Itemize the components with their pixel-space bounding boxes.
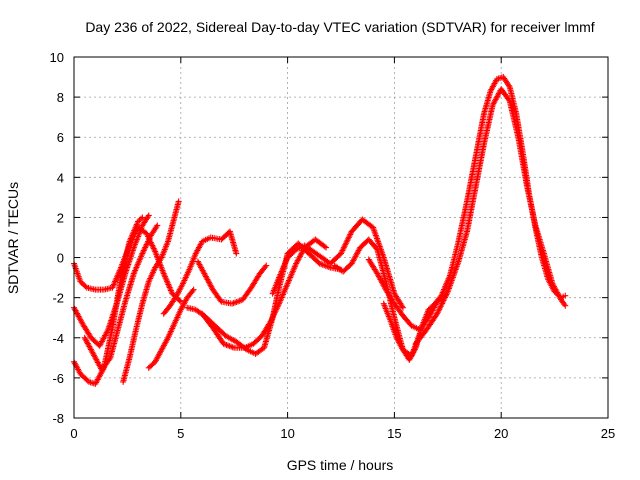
series-sat-k <box>269 216 406 311</box>
data-marker <box>505 82 512 89</box>
x-tick-label: 10 <box>280 426 294 441</box>
y-tick-label: 2 <box>57 210 64 225</box>
y-axis-label: SDTVAR / TECUs <box>5 182 21 294</box>
data-point <box>175 198 182 205</box>
data-marker <box>157 255 164 262</box>
y-tick-label: -8 <box>52 411 64 426</box>
series-sat-j <box>199 236 330 351</box>
series-sat-f <box>145 286 197 371</box>
x-axis-label: GPS time / hours <box>287 457 394 473</box>
y-tick-label: -4 <box>52 331 64 346</box>
y-tick-label: 10 <box>50 50 64 65</box>
y-tick-label: 0 <box>57 251 64 266</box>
data-marker <box>189 287 196 294</box>
data-marker <box>505 96 512 103</box>
y-tick-label: 4 <box>57 170 64 185</box>
series-sat-e <box>120 198 182 385</box>
data-point <box>139 214 146 221</box>
x-tick-label: 25 <box>601 426 615 441</box>
data-point <box>562 292 569 299</box>
series-sat-d <box>81 222 161 373</box>
x-tick-label: 0 <box>70 426 77 441</box>
data-marker <box>262 263 269 270</box>
data-marker <box>399 303 406 310</box>
y-tick-label: -2 <box>52 291 64 306</box>
x-tick-label: 20 <box>494 426 508 441</box>
data-point <box>399 304 406 311</box>
data-point <box>135 218 142 225</box>
data-point <box>323 244 330 251</box>
series-sat-h <box>194 258 270 307</box>
data-marker <box>153 223 160 230</box>
data-point <box>145 212 152 219</box>
data-point <box>154 222 161 229</box>
x-tick-label: 15 <box>387 426 401 441</box>
chart-title: Day 236 of 2022, Sidereal Day-to-day VTE… <box>85 19 594 35</box>
series-sat-o <box>412 86 569 347</box>
series-layer <box>71 74 569 387</box>
data-marker <box>321 243 328 250</box>
data-point <box>562 302 569 309</box>
data-marker <box>137 215 144 222</box>
data-marker <box>136 217 143 224</box>
plot-frame <box>73 56 609 419</box>
data-point <box>233 250 240 257</box>
series-sat-m <box>365 256 449 333</box>
data-point <box>263 262 270 269</box>
series-sat-c <box>71 212 152 349</box>
y-tick-label: -6 <box>52 371 64 386</box>
data-marker <box>106 356 113 363</box>
data-marker <box>176 297 183 304</box>
data-marker <box>144 213 151 220</box>
ticks-layer: 0 5 10 15 20 25 -8 -6 -4 -2 0 2 4 6 8 10 <box>50 50 616 441</box>
x-tick-label: 5 <box>177 426 184 441</box>
series-sat-g <box>160 228 240 317</box>
y-tick-label: 8 <box>57 90 64 105</box>
y-tick-label: 6 <box>57 130 64 145</box>
data-point <box>190 286 197 293</box>
